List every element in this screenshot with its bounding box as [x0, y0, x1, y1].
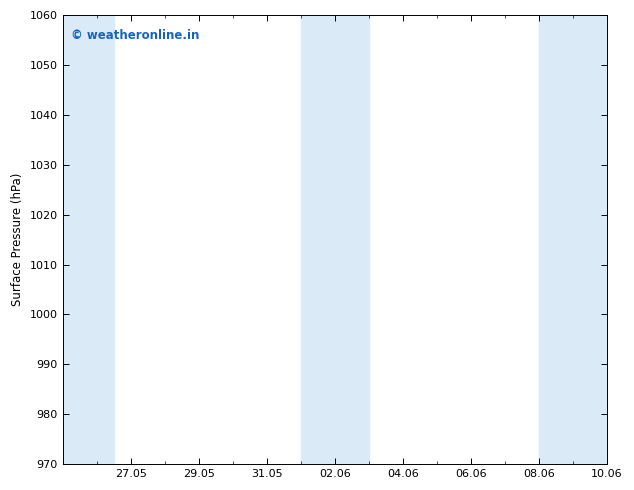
Bar: [539, 15, 607, 464]
Text: ECMW-ENS Time Series Istanbul: ECMW-ENS Time Series Istanbul: [155, 0, 413, 3]
Text: Sa. 25.05.2024 19 UTC: Sa. 25.05.2024 19 UTC: [382, 0, 566, 3]
Bar: [301, 15, 369, 464]
Text: © weatheronline.in: © weatheronline.in: [71, 28, 199, 42]
Bar: [63, 15, 113, 464]
Y-axis label: Surface Pressure (hPa): Surface Pressure (hPa): [11, 173, 24, 306]
